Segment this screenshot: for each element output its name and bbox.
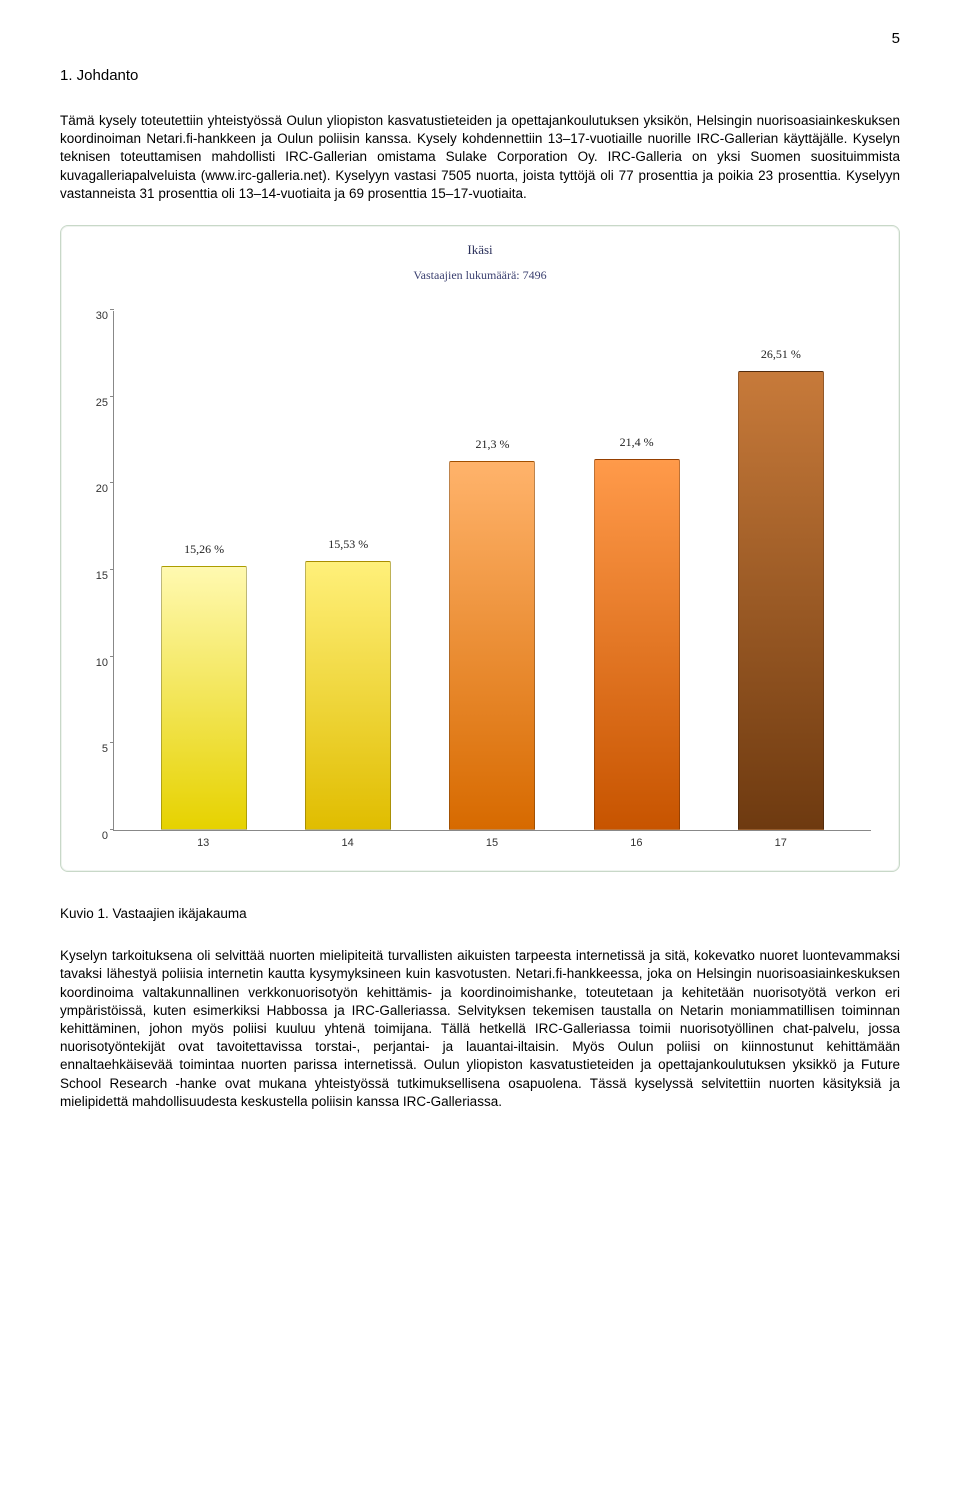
bar	[305, 561, 391, 830]
y-tick-label: 15	[84, 570, 108, 582]
bar-value-label: 21,4 %	[620, 435, 654, 450]
bar	[449, 461, 535, 830]
chart-subtitle: Vastaajien lukumäärä: 7496	[79, 268, 881, 283]
bar-column: 26,51 %	[736, 371, 826, 831]
y-tick-label: 0	[84, 830, 108, 842]
body-paragraph: Kyselyn tarkoituksena oli selvittää nuor…	[60, 947, 900, 1111]
chart-caption: Kuvio 1. Vastaajien ikäjakauma	[60, 906, 900, 921]
x-tick-label: 16	[591, 837, 681, 849]
bar-column: 15,53 %	[303, 561, 393, 830]
y-tick-label: 30	[84, 310, 108, 322]
bar	[594, 459, 680, 830]
chart-plot-area: 15,26 %15,53 %21,3 %21,4 %26,51 % 051015…	[113, 311, 871, 831]
bar-value-label: 21,3 %	[475, 437, 509, 452]
x-tick-label: 15	[447, 837, 537, 849]
intro-paragraph: Tämä kysely toteutettiin yhteistyössä Ou…	[60, 112, 900, 203]
bar-column: 15,26 %	[159, 566, 249, 831]
page-number: 5	[60, 30, 900, 47]
chart-x-labels: 13 14 15 16 17	[113, 831, 871, 849]
chart-title: Ikäsi	[79, 242, 881, 258]
y-tick-label: 5	[84, 743, 108, 755]
bar-column: 21,3 %	[447, 461, 537, 830]
bar-value-label: 26,51 %	[761, 347, 801, 362]
bar-value-label: 15,26 %	[184, 542, 224, 557]
bar-value-label: 15,53 %	[328, 537, 368, 552]
age-chart: Ikäsi Vastaajien lukumäärä: 7496 15,26 %…	[60, 225, 900, 872]
x-tick-label: 14	[303, 837, 393, 849]
x-tick-label: 17	[736, 837, 826, 849]
bar	[738, 371, 824, 831]
y-tick-label: 25	[84, 397, 108, 409]
section-heading: 1. Johdanto	[60, 67, 900, 84]
y-tick-label: 20	[84, 483, 108, 495]
y-tick-label: 10	[84, 657, 108, 669]
bar	[161, 566, 247, 831]
x-tick-label: 13	[158, 837, 248, 849]
chart-bars: 15,26 % 15,53 % 21,3 % 21,4 % 26,51 %	[114, 311, 871, 830]
bar-column: 21,4 %	[592, 459, 682, 830]
